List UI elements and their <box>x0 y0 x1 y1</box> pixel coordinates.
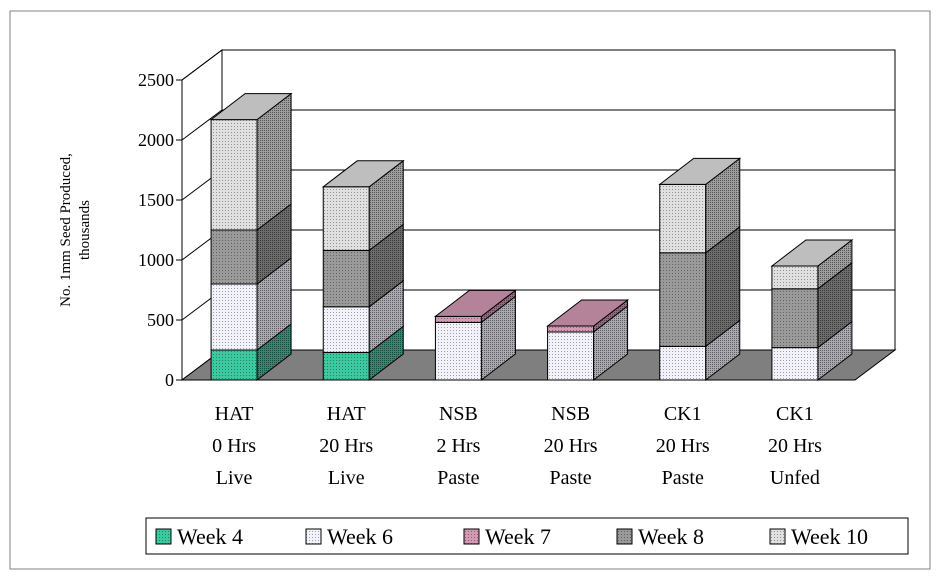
y-axis-label-line-2: thousands <box>77 200 93 260</box>
bar-segment <box>322 159 404 252</box>
y-axis-label-line-1: No. 1mm Seed Produced, <box>58 153 74 307</box>
legend-label: Week 7 <box>485 524 551 549</box>
gridline <box>181 49 895 81</box>
x-tick-label: 2 Hrs <box>436 435 480 457</box>
legend-label: Week 8 <box>638 524 704 549</box>
bar-side-texture <box>369 224 404 307</box>
bar-segment <box>771 320 853 382</box>
legend-label: Week 6 <box>327 524 393 549</box>
bar-texture <box>771 266 818 289</box>
x-tick-label: CK1 <box>776 403 814 425</box>
bar-segment <box>547 304 629 382</box>
x-tick-label: Live <box>216 467 253 489</box>
legend-label: Week 10 <box>791 524 868 549</box>
bar-side-texture <box>817 240 852 289</box>
bar-texture <box>659 252 706 347</box>
bar-segment <box>771 261 853 349</box>
bar-top <box>321 160 405 188</box>
x-tick-label: Paste <box>549 467 591 489</box>
x-tick-label: Unfed <box>770 467 820 489</box>
bar-segment <box>659 319 741 382</box>
bar-texture <box>211 230 258 284</box>
bar-texture <box>659 346 706 380</box>
bar-side-texture <box>257 93 292 230</box>
y-tick-label: 500 <box>147 310 174 330</box>
x-tick-label: NSB <box>439 403 478 425</box>
bar-top <box>209 93 293 121</box>
bar-side-texture <box>705 226 740 347</box>
legend-swatch-texture <box>156 529 171 544</box>
bar-side-texture <box>369 280 404 353</box>
y-tick-label: 1000 <box>138 250 174 270</box>
bar-side-texture <box>705 158 740 253</box>
bar-side-texture <box>593 300 628 332</box>
bar-side-texture <box>481 296 516 380</box>
bar-side-texture <box>369 326 404 380</box>
plot-area: 0 500 1000 1500 2000 2500 HAT 0 Hrs Live HAT 20 Hr… <box>138 49 897 489</box>
bar-segment <box>210 256 292 352</box>
bar-texture <box>547 326 594 332</box>
bar-texture <box>771 288 818 348</box>
bar-texture <box>323 352 370 380</box>
x-tick-label: 0 Hrs <box>212 435 256 457</box>
bar-side-texture <box>705 320 740 380</box>
y-tick-label: 2000 <box>138 130 174 150</box>
x-tick-label: Live <box>328 467 365 489</box>
bar-segment <box>210 92 292 232</box>
legend-swatch-texture <box>306 529 321 544</box>
x-tick-label: Paste <box>662 467 704 489</box>
bar-texture <box>323 306 370 353</box>
bar-side-texture <box>257 258 292 350</box>
x-tick-label: CK1 <box>664 403 702 425</box>
bar-top <box>546 299 630 327</box>
legend-swatch-texture <box>464 529 479 544</box>
bar-texture <box>211 284 258 350</box>
bar-side-texture <box>817 321 852 380</box>
bar-texture <box>323 186 370 251</box>
bar-texture <box>435 316 482 323</box>
y-tick-label: 2500 <box>138 70 174 90</box>
bar-texture <box>547 332 594 380</box>
y-tick-label: 1500 <box>138 190 174 210</box>
bar-side-texture <box>817 262 852 348</box>
bar-texture <box>435 322 482 380</box>
bar-side-texture <box>481 290 516 323</box>
x-tick-label: HAT <box>215 403 254 425</box>
bar-segment <box>434 295 516 382</box>
x-tick-label: 20 Hrs <box>319 435 373 457</box>
gridline <box>181 109 895 141</box>
legend-swatch-texture <box>617 529 632 544</box>
x-tick-label: 20 Hrs <box>656 435 710 457</box>
bar-texture <box>323 250 370 307</box>
bar-segment <box>771 238 853 290</box>
bar-side-texture <box>593 306 628 380</box>
bar-top <box>658 157 742 185</box>
bar-segment <box>322 223 404 308</box>
bar-texture <box>211 119 258 230</box>
x-tick-label: Paste <box>437 467 479 489</box>
bar-texture <box>659 184 706 253</box>
x-tick-label: HAT <box>327 403 366 425</box>
bar-segment <box>547 298 629 334</box>
bar-side-texture <box>369 160 404 251</box>
bar-segment <box>322 325 404 382</box>
bar-texture <box>771 347 818 380</box>
bar-top <box>433 289 517 317</box>
bar-side-texture <box>257 324 292 380</box>
x-tick-label: 20 Hrs <box>768 435 822 457</box>
bar-top <box>770 239 854 267</box>
x-tick-label: 20 Hrs <box>544 435 598 457</box>
legend-swatch-texture <box>770 529 785 544</box>
bar-texture <box>211 350 258 380</box>
y-tick-label: 0 <box>165 370 174 390</box>
legend-label: Week 4 <box>177 524 243 549</box>
legend: Week 4 Week 6 Week 7 Week 8 Week 10 <box>145 517 909 555</box>
bar-segment <box>322 279 404 354</box>
x-tick-label: NSB <box>551 403 590 425</box>
